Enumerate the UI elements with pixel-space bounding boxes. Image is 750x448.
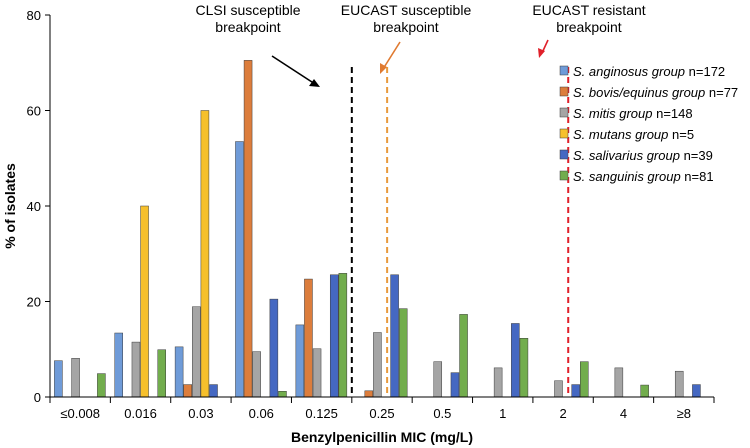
legend-label-s-mitis-group: S. mitis group n=148 [573,106,693,121]
clsi-annotation: CLSI susceptible breakpoint [195,2,320,87]
bar-s-sanguinis-group-1 [157,349,166,398]
bar-s-mitis-group-6 [433,361,443,398]
bar-s-mutans-group-1 [140,205,149,398]
clsi-label-line2: breakpoint [215,19,280,35]
bar-s-sanguinis-group-8 [580,361,589,398]
bar-s-bovis-equinus-group-2 [183,384,192,398]
eucast-r-label-line1: EUCAST resistant [532,2,645,18]
legend-label-s-mutans-group: S. mutans group n=5 [573,127,694,142]
bar-s-mitis-group-3 [252,351,261,398]
bar-s-bovis-equinus-group-3 [243,60,253,398]
bar-s-anginosus-group-1 [114,332,123,398]
bar-s-mitis-group-9 [614,367,624,398]
x-axis-title: Benzylpenicillin MIC (mg/L) [291,429,473,445]
bar-s-mitis-group-0 [71,358,80,398]
x-tick-label: ≤0.008 [60,406,100,421]
legend-swatch-s-sanguinis-group [559,170,569,181]
x-tick-label: 1 [499,406,506,421]
eucast-s-arrow [382,41,401,70]
bar-s-sanguinis-group-3 [278,391,287,398]
y-tick-label: 40 [27,199,41,214]
bar-s-mitis-group-1 [131,341,141,398]
x-tick-label: 2 [559,406,566,421]
legend-swatch-s-bovis-equinus-group [559,86,569,97]
y-ticks: 0 20 40 60 80 [27,8,50,405]
legend-label-s-salivarius-group: S. salivarius group n=39 [573,148,713,163]
bars-layer [54,60,701,398]
bar-s-salivarius-group-2 [209,384,218,398]
eucast-s-label-line2: breakpoint [373,19,438,35]
legend-swatch-s-anginosus-group [559,65,569,76]
eucast-r-label-line2: breakpoint [556,19,621,35]
bar-s-sanguinis-group-7 [519,338,529,398]
bar-s-mitis-group-8 [554,380,563,398]
legend: S. anginosus group n=172 S. bovis/equinus… [559,64,738,184]
eucast-s-arrowhead [380,63,387,74]
legend-label-s-sanguinis-group: S. sanguinis group n=81 [573,169,714,184]
clsi-label-line1: CLSI susceptible [195,2,300,18]
bar-s-anginosus-group-4 [295,324,305,398]
clsi-arrow [271,55,316,85]
bar-s-mitis-group-5 [373,332,382,398]
bar-s-bovis-equinus-group-4 [304,278,313,398]
x-ticks: ≤0.008 0.016 0.03 0.06 0.125 0.25 0.5 1 2 4 ≥8 [49,397,715,421]
bar-s-sanguinis-group-6 [459,314,468,398]
clsi-arrowhead [309,79,320,87]
bar-s-salivarius-group-4 [329,274,339,398]
bar-s-salivarius-group-7 [511,323,520,398]
legend-label-s-anginosus-group: S. anginosus group n=172 [573,64,725,79]
y-axis-title: % of isolates [2,163,18,249]
x-tick-label: 0.016 [124,406,157,421]
y-tick-label: 20 [27,295,41,310]
eucast-s-label-line1: EUCAST susceptible [341,2,472,18]
bar-s-mitis-group-2 [192,306,201,398]
bar-s-mitis-group-10 [674,370,684,398]
bar-s-mitis-group-7 [493,367,503,398]
x-tick-label: 0.06 [249,406,274,421]
bar-s-mitis-group-4 [312,348,322,398]
eucast-susceptible-annotation: EUCAST susceptible breakpoint [341,2,472,74]
eucast-r-arrowhead [538,48,545,58]
bar-s-salivarius-group-6 [450,372,460,398]
bar-s-sanguinis-group-0 [97,373,106,398]
legend-swatch-s-salivarius-group [559,149,569,160]
breakpoint-lines [350,67,570,397]
bar-s-sanguinis-group-4 [338,273,348,398]
bar-s-salivarius-group-3 [269,298,279,398]
bar-s-bovis-equinus-group-5 [364,390,374,398]
legend-label-s-bovis-equinus-group: S. bovis/equinus group n=77 [573,85,738,100]
y-tick-label: 80 [27,8,41,23]
bar-s-anginosus-group-2 [174,346,184,398]
bar-s-salivarius-group-5 [390,274,399,398]
y-tick-label: 0 [34,390,41,405]
bar-s-anginosus-group-3 [235,141,244,398]
x-tick-label: 0.25 [369,406,394,421]
bar-s-anginosus-group-0 [54,360,63,398]
x-tick-label: ≥8 [677,406,691,421]
x-tick-label: 0.03 [188,406,213,421]
bar-s-sanguinis-group-9 [640,384,649,398]
bar-s-salivarius-group-10 [692,384,701,398]
x-tick-label: 0.125 [305,406,338,421]
bar-s-salivarius-group-8 [571,384,580,398]
x-tick-label: 0.5 [433,406,451,421]
x-tick-label: 4 [620,406,627,421]
bar-s-sanguinis-group-5 [398,308,408,398]
legend-swatch-s-mitis-group [559,107,569,118]
eucast-resistant-annotation: EUCAST resistant breakpoint [532,2,646,58]
y-tick-label: 60 [27,104,41,119]
legend-swatch-s-mutans-group [559,128,569,139]
bar-s-mutans-group-2 [200,110,210,398]
